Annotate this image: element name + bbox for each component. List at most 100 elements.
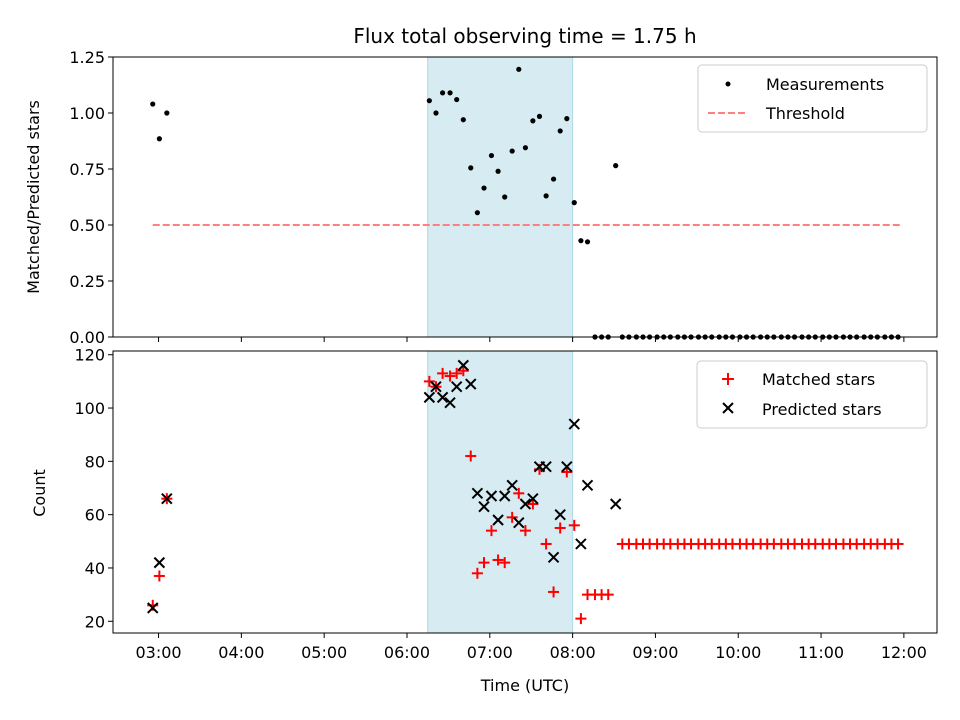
predicted-star-point (581, 479, 594, 492)
matched-star-point (492, 554, 504, 566)
legend-predicted-label: Predicted stars (762, 400, 882, 419)
bottom-y-tick-label: 80 (85, 452, 105, 471)
legend-measurements-label: Measurements (766, 75, 884, 94)
measurement-point (584, 239, 591, 245)
measurement-point (150, 101, 156, 107)
measurement-point (460, 117, 466, 123)
x-tick-label: 10:00 (715, 643, 761, 662)
measurement-point (164, 110, 170, 116)
predicted-star-point (161, 492, 173, 505)
bottom-panel: 20 40 60 80 100 120 03:00 04:00 05:00 06:00 07:00… (30, 346, 938, 695)
x-tick-label: 06:00 (384, 643, 430, 662)
predicted-star-point (478, 500, 490, 513)
predicted-star-point (147, 602, 159, 614)
observing-window-shade (427, 56, 574, 338)
predicted-star-point (519, 498, 532, 510)
x-tick-label: 05:00 (301, 643, 347, 662)
predicted-star-point (457, 359, 470, 372)
matched-star-point (548, 586, 560, 598)
measurement-point (536, 113, 543, 119)
matched-star-point (499, 557, 511, 569)
legend-predicted-marker (722, 402, 734, 414)
x-tick-label: 03:00 (135, 643, 181, 662)
measurement-point (509, 148, 515, 154)
predicted-star-point (492, 514, 504, 526)
matched-star-point (892, 538, 904, 550)
measurement-point (516, 66, 522, 72)
x-axis-label: Time (UTC) (480, 676, 569, 695)
predicted-star-point (561, 460, 573, 473)
matched-star-point (444, 370, 456, 382)
matched-star-point (471, 567, 483, 579)
matched-star-point (602, 589, 614, 601)
bottom-panel-frame (112, 350, 938, 634)
predicted-star-point (609, 498, 622, 510)
legend-measurements-marker (725, 81, 731, 87)
predicted-star-point (485, 490, 498, 502)
bottom-y-tick-label: 100 (74, 399, 105, 418)
legend-matched-label: Matched stars (762, 370, 875, 389)
measurement-point (550, 176, 557, 182)
bottom-legend: Matched stars Predicted stars (696, 360, 928, 429)
matched-star-point (561, 466, 573, 478)
top-y-tick-label: 0.50 (69, 216, 105, 235)
predicted-star-point (568, 418, 580, 430)
measurement-point (578, 238, 584, 244)
measurement-point (557, 128, 563, 134)
bottom-y-tick-label: 60 (85, 506, 105, 525)
top-panel: 0.00 0.25 0.50 0.75 1.00 1.25 Matched/Predict… (24, 48, 938, 347)
measurement-point (543, 193, 549, 199)
measurement-point (433, 110, 439, 116)
legend-matched-marker (722, 373, 734, 385)
matched-star-point (527, 498, 539, 510)
top-y-tick-label: 1.25 (69, 48, 105, 67)
measurement-point (156, 136, 162, 142)
x-tick-label: 08:00 (550, 643, 596, 662)
predicted-star-point (513, 516, 525, 529)
matched-star-point (478, 557, 490, 569)
predicted-star-point (465, 378, 477, 390)
measurement-point (426, 98, 432, 104)
top-y-tick-label: 0.75 (69, 160, 105, 179)
matched-star-point (465, 450, 477, 462)
top-panel-frame (112, 56, 938, 338)
predicted-star-point (540, 460, 552, 473)
matched-star-point (540, 538, 552, 550)
x-tick-label: 04:00 (218, 643, 264, 662)
measurement-point (502, 194, 508, 200)
x-tick-label: 11:00 (798, 643, 844, 662)
bottom-legend-frame (696, 360, 928, 429)
top-legend: Measurements Threshold (697, 64, 928, 133)
predicted-star-point (450, 381, 463, 393)
x-tick-label: 09:00 (632, 643, 678, 662)
predicted-star-point (575, 538, 587, 550)
predicted-star-point (547, 551, 560, 564)
measurement-point (468, 165, 474, 171)
predicted-star-point (436, 391, 449, 404)
measurement-point (474, 210, 480, 216)
matched-star-point (568, 519, 580, 531)
measurement-point (613, 163, 619, 169)
measurement-point (488, 152, 495, 159)
x-tick-label: 12:00 (881, 643, 927, 662)
top-y-tick-label: 0.00 (69, 328, 105, 347)
x-tick-label: 07:00 (467, 643, 513, 662)
bottom-y-tick-label: 120 (74, 346, 105, 365)
bottom-y-tick-label: 40 (85, 559, 105, 578)
predicted-star-point (527, 492, 539, 505)
predicted-star-point (499, 490, 511, 502)
bottom-y-axis-label: Count (30, 469, 49, 517)
matched-star-point (153, 570, 165, 582)
predicted-star-point (430, 381, 442, 393)
top-y-tick-label: 1.00 (69, 104, 105, 123)
measurement-point (447, 90, 453, 96)
matched-star-point (506, 511, 518, 523)
predicted-star-point (554, 508, 566, 521)
measurement-point (454, 96, 460, 103)
predicted-star-point (471, 487, 484, 500)
matched-star-point (519, 525, 531, 537)
legend-threshold-label: Threshold (765, 104, 845, 123)
matched-star-point (575, 613, 587, 625)
matched-star-point (451, 367, 463, 379)
